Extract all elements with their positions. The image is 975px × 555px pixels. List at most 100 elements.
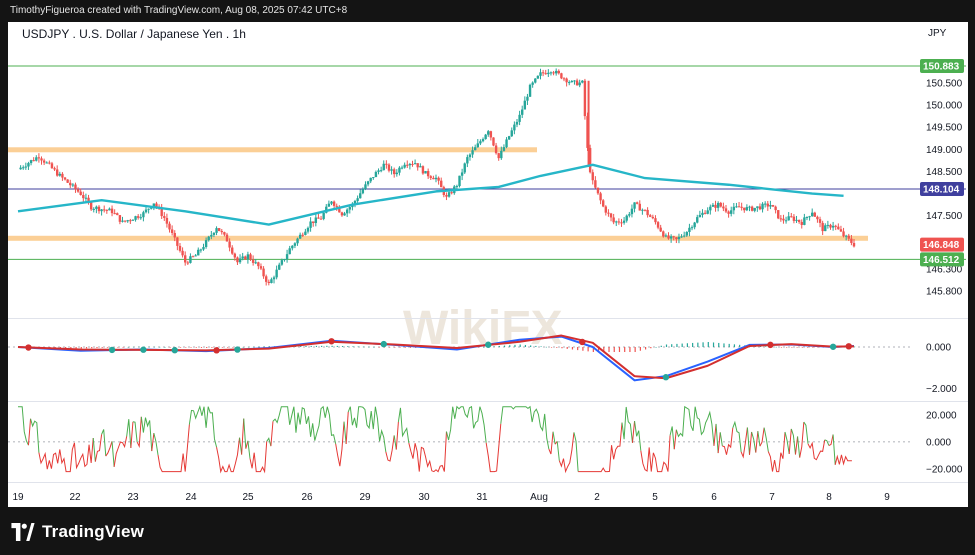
candle-body — [223, 232, 226, 235]
candle-body — [254, 262, 257, 264]
candle-body — [241, 256, 244, 259]
macd-histogram-bar — [514, 344, 516, 347]
macd-histogram-bar — [561, 347, 563, 349]
oscillator-line — [558, 432, 575, 474]
candle-body — [557, 70, 560, 74]
footer-brand[interactable]: TradingView — [10, 519, 144, 545]
price-axis[interactable]: 150.500 150.000 149.500 149.000 148.500 147.5… — [920, 59, 964, 475]
macd-histogram-bar — [232, 347, 234, 348]
candle-body — [152, 203, 156, 208]
candle-body — [406, 164, 409, 166]
candle-body — [481, 139, 485, 142]
candle-body — [615, 221, 618, 223]
candle-body — [518, 114, 521, 122]
candle-body — [110, 208, 114, 214]
time-tick-label: 31 — [476, 492, 488, 503]
candle-body — [440, 180, 443, 188]
candle-body — [217, 228, 221, 231]
candle-body — [293, 243, 297, 246]
macd-histogram-bar — [153, 346, 156, 348]
oscillator-line — [247, 440, 251, 459]
candle-body — [763, 203, 767, 205]
candle-body — [385, 163, 388, 165]
candle-body — [607, 212, 610, 214]
candle-body — [238, 258, 242, 263]
candle-body — [479, 141, 482, 144]
price-badge — [920, 252, 964, 267]
oscillator-line — [153, 432, 159, 456]
oscillator-line — [151, 433, 155, 452]
oscillator-line — [713, 423, 717, 446]
candle-body — [372, 177, 375, 179]
candle-body — [641, 209, 644, 211]
candle-body — [416, 163, 419, 168]
oscillator-line — [548, 431, 554, 455]
macd-histogram-bar — [388, 347, 391, 348]
candle-body — [573, 80, 576, 82]
oscillator-line — [790, 428, 796, 455]
candle-body — [434, 177, 438, 180]
macd-histogram-bar — [603, 347, 605, 352]
candle-body — [173, 232, 176, 238]
oscillator-line — [757, 431, 761, 447]
oscillator-line — [113, 436, 128, 467]
oscillator-line — [675, 405, 715, 446]
macd-histogram-bar — [378, 347, 380, 348]
oscillator-line — [272, 405, 337, 444]
candle-body — [513, 124, 516, 131]
oscillator-line — [393, 435, 397, 450]
oscillator-line — [132, 421, 138, 443]
candle-body — [319, 218, 323, 220]
plot-canvas[interactable]: WikiFX 150.500150.000149.500149.000148.5… — [8, 22, 968, 507]
macd-histogram-bar — [530, 345, 532, 347]
candle-body — [803, 217, 806, 225]
candle-body — [487, 131, 490, 135]
candle-body — [831, 225, 835, 228]
candle-body — [758, 206, 762, 210]
candle-body — [596, 187, 600, 194]
macd-cross-dot — [234, 346, 241, 353]
candle-body — [455, 186, 459, 188]
macd-histogram-bar — [242, 346, 244, 348]
candle-body — [398, 167, 401, 173]
oscillator-line — [759, 427, 765, 447]
candle-body — [719, 202, 722, 207]
candle-body — [850, 238, 853, 243]
candle-body — [348, 207, 351, 210]
macd-histogram-bar — [571, 347, 574, 350]
macd-histogram-bar — [786, 347, 788, 348]
macd-cross-dot — [213, 347, 220, 354]
chart-area[interactable]: WikiFX 150.500 150.000 149.500 149.000 148.5… — [8, 22, 968, 507]
candle-body — [108, 208, 111, 211]
candle-body — [466, 157, 469, 164]
candle-body — [194, 255, 197, 257]
time-tick-label: 30 — [418, 492, 430, 503]
candle-body — [805, 217, 809, 219]
candle-body — [716, 202, 720, 208]
candle-body — [100, 209, 103, 212]
price-badge — [920, 181, 964, 196]
oscillator-line — [18, 406, 29, 446]
candle-body — [79, 191, 82, 195]
macd-histogram-bar — [535, 345, 537, 347]
candle-body — [667, 235, 670, 239]
oscillator-line — [807, 439, 826, 461]
candle-body — [656, 222, 660, 228]
candle-body — [272, 277, 276, 280]
footer-brand-name: TradingView — [42, 522, 145, 541]
candle-body — [771, 205, 775, 207]
macd-histogram-bar — [519, 344, 521, 347]
candle-body — [664, 235, 668, 237]
candle-body — [262, 268, 265, 277]
candle-body — [554, 70, 558, 74]
macd-histogram-bar — [739, 344, 741, 347]
macd-histogram-bar — [503, 345, 506, 347]
macd-histogram-bar — [195, 347, 197, 348]
time-tick-label: 5 — [652, 492, 658, 503]
candle-body — [565, 78, 568, 83]
candle-body — [591, 172, 594, 181]
time-axis[interactable]: 19 22 23 24 25 26 29 30 31 Aug 2 5 6 7 8 9 — [12, 492, 890, 503]
macd-histogram-bar — [759, 346, 762, 347]
macd-histogram-bar — [347, 346, 349, 347]
macd-histogram-bar — [190, 347, 192, 348]
